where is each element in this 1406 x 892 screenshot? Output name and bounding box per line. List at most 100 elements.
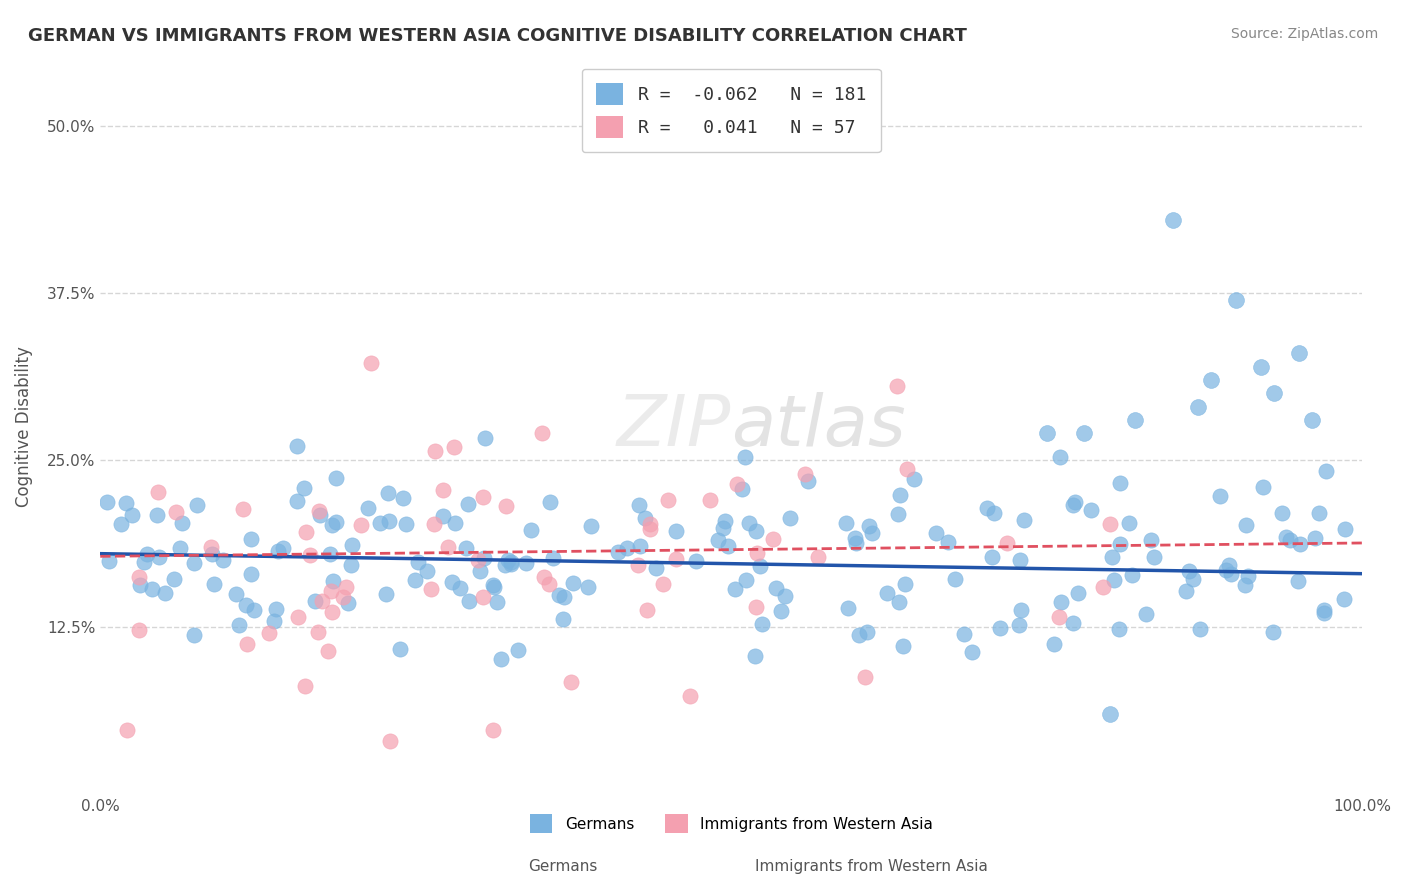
Point — [420, 582, 443, 597]
Point — [432, 508, 454, 523]
Point — [481, 578, 503, 592]
Point — [797, 475, 820, 489]
Point — [200, 541, 222, 555]
Point — [425, 443, 447, 458]
Point — [1303, 531, 1326, 545]
Text: Source: ZipAtlas.com: Source: ZipAtlas.com — [1230, 27, 1378, 41]
Point — [1104, 573, 1126, 587]
Point — [744, 648, 766, 663]
Point — [988, 621, 1011, 635]
Point — [377, 486, 399, 500]
Point — [186, 498, 208, 512]
Point — [472, 590, 495, 604]
Point — [1301, 413, 1323, 427]
Point — [336, 596, 359, 610]
Point — [1288, 346, 1310, 360]
Point — [236, 637, 259, 651]
Point — [357, 501, 380, 516]
Point — [1288, 537, 1310, 551]
Point — [837, 601, 859, 615]
Point — [711, 521, 734, 535]
Point — [212, 553, 235, 567]
Point — [893, 576, 915, 591]
Point — [395, 517, 418, 532]
Point — [449, 582, 471, 596]
Point — [391, 491, 413, 505]
Point — [628, 498, 651, 512]
Point — [769, 604, 792, 618]
Point — [793, 467, 815, 481]
Point — [1098, 706, 1121, 721]
Point — [537, 577, 560, 591]
Point — [1308, 507, 1330, 521]
Point — [891, 639, 914, 653]
Point — [375, 587, 398, 601]
Point — [404, 574, 426, 588]
Point — [506, 642, 529, 657]
Point — [685, 554, 707, 568]
Point — [1143, 549, 1166, 564]
Point — [141, 582, 163, 596]
Point — [285, 494, 308, 508]
Point — [416, 564, 439, 578]
Point — [128, 570, 150, 584]
Point — [1049, 450, 1071, 464]
Point — [299, 548, 322, 562]
Point — [745, 600, 768, 615]
Point — [169, 541, 191, 555]
Point — [835, 516, 858, 531]
Point — [148, 485, 170, 500]
Point — [515, 556, 537, 570]
Point — [1118, 516, 1140, 530]
Point — [1098, 517, 1121, 532]
Point — [432, 483, 454, 497]
Point — [287, 610, 309, 624]
Point — [183, 556, 205, 570]
Point — [1234, 578, 1257, 592]
Point — [474, 431, 496, 445]
Text: atlas: atlas — [731, 392, 905, 461]
Point — [240, 567, 263, 582]
Point — [472, 550, 495, 565]
Point — [316, 644, 339, 658]
Point — [423, 516, 446, 531]
Point — [533, 570, 555, 584]
Point — [1067, 585, 1090, 599]
Text: GERMAN VS IMMIGRANTS FROM WESTERN ASIA COGNITIVE DISABILITY CORRELATION CHART: GERMAN VS IMMIGRANTS FROM WESTERN ASIA C… — [28, 27, 967, 45]
Point — [731, 483, 754, 497]
Point — [858, 519, 880, 533]
Point — [943, 572, 966, 586]
Point — [976, 501, 998, 516]
Point — [135, 548, 157, 562]
Point — [925, 526, 948, 541]
Point — [1182, 572, 1205, 586]
Point — [1062, 615, 1084, 630]
Point — [960, 645, 983, 659]
Point — [765, 581, 787, 595]
Point — [936, 535, 959, 549]
Point — [454, 541, 477, 555]
Point — [304, 594, 326, 608]
Point — [1208, 490, 1230, 504]
Point — [389, 642, 412, 657]
Point — [350, 518, 373, 533]
Point — [1080, 502, 1102, 516]
Point — [636, 602, 658, 616]
Point — [322, 574, 344, 588]
Point — [616, 541, 638, 555]
Point — [263, 614, 285, 628]
Point — [538, 494, 561, 508]
Point — [1274, 530, 1296, 544]
Point — [551, 612, 574, 626]
Point — [228, 618, 250, 632]
Point — [292, 481, 315, 495]
Point — [644, 561, 666, 575]
Point — [844, 531, 866, 545]
Point — [679, 689, 702, 703]
Point — [1236, 569, 1258, 583]
Point — [1333, 592, 1355, 607]
Point — [183, 627, 205, 641]
Point — [285, 439, 308, 453]
Point — [132, 555, 155, 569]
Point — [735, 573, 758, 587]
